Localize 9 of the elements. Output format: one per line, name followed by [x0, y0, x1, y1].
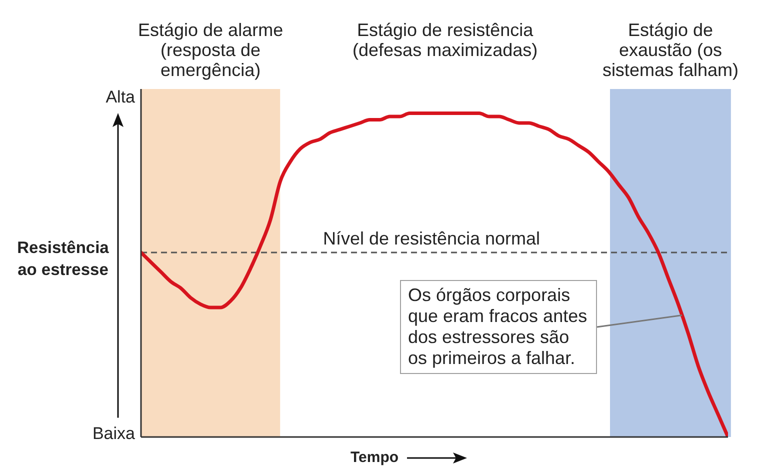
text: Baixa — [92, 424, 136, 443]
text: Alta — [106, 87, 136, 106]
text: Estágio de resistência (defesas maximizadas) — [352, 20, 539, 60]
text: Estágio de exaustão (os sistemas falham) — [601, 20, 740, 80]
y-axis-title: Resistência ao estresse — [16, 238, 110, 281]
ref-line-label: Nível de resistência normal — [322, 228, 540, 248]
text: Estágio de alarme (resposta de emergência) — [137, 20, 284, 80]
x-axis-title: Tempo — [350, 449, 399, 467]
annotation: Os órgãos corporais que eram fracos antes dos estressores são os primeiros a falhar. — [400, 280, 597, 374]
